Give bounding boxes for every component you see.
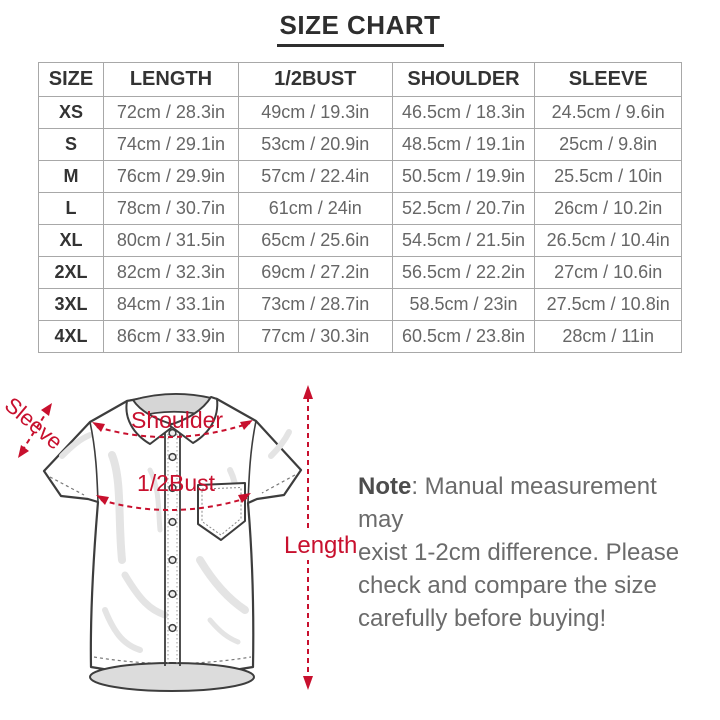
bust-cell: 61cm / 24in — [237, 192, 393, 225]
size-cell: 3XL — [38, 288, 104, 321]
shirt-hem — [89, 662, 255, 692]
column-header-shoulder: SHOULDER — [391, 62, 536, 97]
shoulder-cell: 46.5cm / 18.3in — [391, 96, 536, 129]
bust-measure-label: 1/2Bust — [137, 470, 215, 496]
note-line: carefully before buying! — [358, 605, 607, 632]
shirt-outline — [42, 393, 303, 692]
length-measure-label: Length — [281, 532, 361, 560]
length-cell: 76cm / 29.9in — [102, 160, 239, 193]
shoulder-measure-label: Shoulder — [131, 407, 224, 433]
shirt-diagram-svg — [18, 385, 313, 692]
column-header-length: LENGTH — [102, 62, 239, 97]
size-cell: XL — [38, 224, 104, 257]
chest-pocket — [197, 482, 246, 541]
size-cell: XS — [38, 96, 104, 129]
measurement-note: Note: Manual measurement may exist 1-2cm… — [358, 470, 704, 635]
shoulder-cell: 58.5cm / 23in — [391, 288, 536, 321]
bust-cell: 57cm / 22.4in — [237, 160, 393, 193]
size-cell: M — [38, 160, 104, 193]
sleeve-cell: 26.5cm / 10.4in — [534, 224, 682, 257]
sleeve-cell: 27.5cm / 10.8in — [534, 288, 682, 321]
size-cell: 4XL — [38, 320, 104, 353]
bust-cell: 69cm / 27.2in — [237, 256, 393, 289]
size-cell: 2XL — [38, 256, 104, 289]
bust-cell: 77cm / 30.3in — [237, 320, 393, 353]
sleeve-cell: 25.5cm / 10in — [534, 160, 682, 193]
bust-cell: 73cm / 28.7in — [237, 288, 393, 321]
buttons — [168, 428, 177, 633]
page-title: SIZE CHART — [276, 10, 444, 47]
size-chart-table: SIZE LENGTH 1/2BUST SHOULDER SLEEVE XS 7… — [38, 62, 682, 353]
cuff-stitch — [261, 474, 296, 494]
shoulder-cell: 60.5cm / 23.8in — [391, 320, 536, 353]
table-row: M 76cm / 29.9in 57cm / 22.4in 50.5cm / 1… — [38, 160, 682, 193]
bust-cell: 53cm / 20.9in — [237, 128, 393, 161]
shoulder-arrow — [96, 422, 251, 439]
table-row: 2XL 82cm / 32.3in 69cm / 27.2in 56.5cm /… — [38, 256, 682, 289]
table-row: S 74cm / 29.1in 53cm / 20.9in 48.5cm / 1… — [38, 128, 682, 161]
placket — [164, 426, 181, 666]
table-row: XL 80cm / 31.5in 65cm / 25.6in 54.5cm / … — [38, 224, 682, 257]
note-line: check and compare the size — [358, 572, 657, 599]
shoulder-cell: 48.5cm / 19.1in — [391, 128, 536, 161]
sleeve-cell: 26cm / 10.2in — [534, 192, 682, 225]
bust-cell: 65cm / 25.6in — [237, 224, 393, 257]
table-header-row: SIZE LENGTH 1/2BUST SHOULDER SLEEVE — [38, 62, 682, 97]
shoulder-cell: 52.5cm / 20.7in — [391, 192, 536, 225]
size-cell: S — [38, 128, 104, 161]
sleeve-cell: 25cm / 9.8in — [534, 128, 682, 161]
length-cell: 86cm / 33.9in — [102, 320, 239, 353]
note-line: Note: Manual measurement may — [358, 473, 657, 533]
length-cell: 72cm / 28.3in — [102, 96, 239, 129]
table-row: L 78cm / 30.7in 61cm / 24in 52.5cm / 20.… — [38, 192, 682, 225]
length-cell: 82cm / 32.3in — [102, 256, 239, 289]
shoulder-cell: 54.5cm / 21.5in — [391, 224, 536, 257]
sleeve-cell: 27cm / 10.6in — [534, 256, 682, 289]
length-cell: 84cm / 33.1in — [102, 288, 239, 321]
table-row: XS 72cm / 28.3in 49cm / 19.3in 46.5cm / … — [38, 96, 682, 129]
cuff-stitch — [49, 476, 85, 496]
column-header-bust: 1/2BUST — [237, 62, 393, 97]
bust-cell: 49cm / 19.3in — [237, 96, 393, 129]
note-label: Note — [358, 473, 412, 500]
shoulder-cell: 56.5cm / 22.2in — [391, 256, 536, 289]
table-row: 3XL 84cm / 33.1in 73cm / 28.7in 58.5cm /… — [38, 288, 682, 321]
table-row: 4XL 86cm / 33.9in 77cm / 30.3in 60.5cm /… — [38, 320, 682, 353]
sleeve-cell: 24.5cm / 9.6in — [534, 96, 682, 129]
length-cell: 74cm / 29.1in — [102, 128, 239, 161]
sleeve-cell: 28cm / 11in — [534, 320, 682, 353]
shirt-measurement-diagram: Sleeve Shoulder 1/2Bust Length — [0, 360, 361, 720]
column-header-size: SIZE — [38, 62, 104, 97]
collar — [125, 393, 219, 445]
measurement-arrows — [21, 397, 309, 678]
sleeve-arrow — [21, 409, 49, 452]
length-cell: 80cm / 31.5in — [102, 224, 239, 257]
length-cell: 78cm / 30.7in — [102, 192, 239, 225]
size-cell: L — [38, 192, 104, 225]
note-line: exist 1-2cm difference. Please — [358, 539, 680, 566]
shoulder-cell: 50.5cm / 19.9in — [391, 160, 536, 193]
column-header-sleeve: SLEEVE — [534, 62, 682, 97]
header: SIZE CHART — [0, 10, 720, 47]
bust-arrow — [100, 497, 248, 512]
arrowheads — [18, 385, 313, 690]
